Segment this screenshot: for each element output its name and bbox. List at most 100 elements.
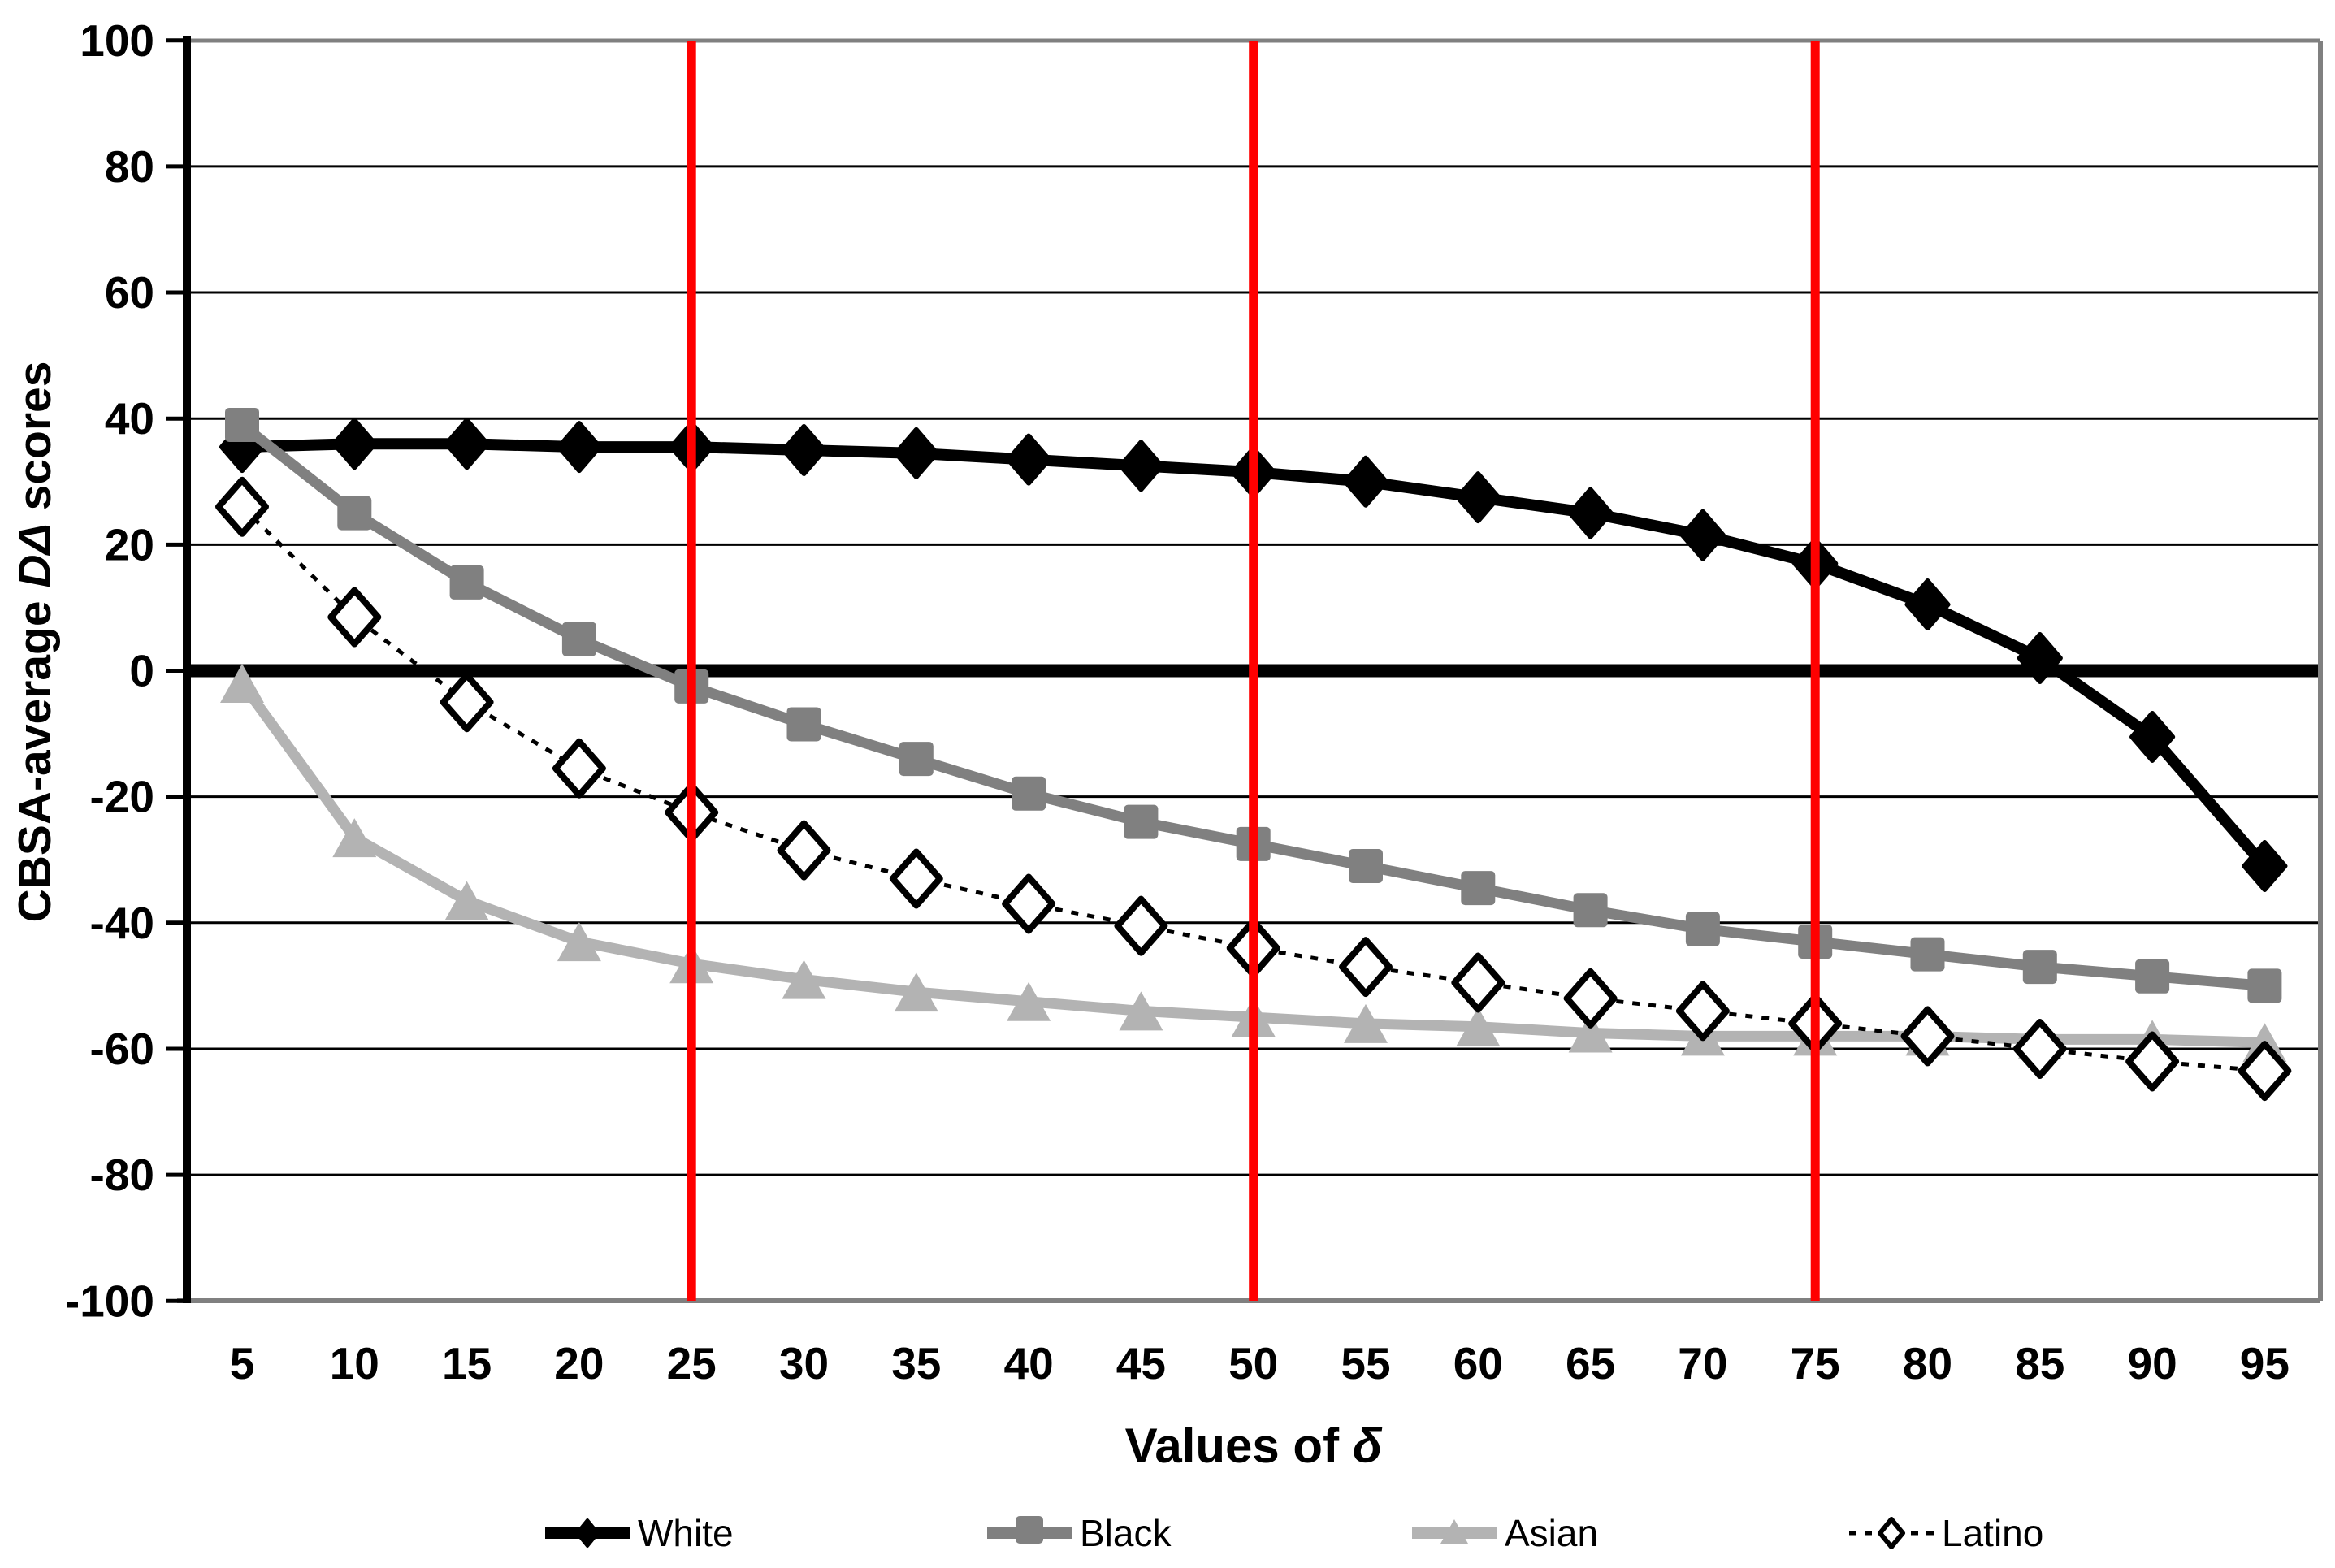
marker-white-x85 [2017,631,2063,684]
y-tick-label--60: -60 [90,1024,155,1074]
y-axis-title: CBSA-average DΔ scores [9,362,61,923]
marker-latino-x85 [2012,1018,2067,1079]
legend-label-black: Black [1080,1512,1172,1554]
marker-black-x95 [2247,968,2282,1003]
marker-latino-x70 [1675,981,1730,1042]
marker-latino-x35 [889,848,943,909]
y-tick-label--40: -40 [90,898,155,948]
marker-asian-x65 [1568,1013,1613,1053]
marker-white-x30 [781,423,827,476]
legend-marker-asian [1440,1519,1468,1544]
x-tick-label-40: 40 [1004,1338,1054,1388]
marker-latino-x5 [215,476,269,537]
x-tick-label-75: 75 [1791,1338,1840,1388]
marker-black-x45 [1124,804,1159,839]
y-tick-label--100: -100 [65,1276,154,1326]
x-tick-label-10: 10 [330,1338,379,1388]
x-tick-label-50: 50 [1228,1338,1278,1388]
y-tick-label-80: 80 [105,141,154,192]
x-tick-label-90: 90 [2128,1338,2177,1388]
legend-marker-black [1016,1516,1043,1544]
marker-latino-x45 [1114,895,1168,956]
y-tick-label--20: -20 [90,772,155,822]
marker-black-x65 [1573,893,1608,928]
axis-labels: 100 80 60 40 20 0 -20 -40 -60 -80 -100 5 10 15 20 25 30 3… [65,15,2290,1388]
x-tick-label-5: 5 [230,1338,255,1388]
x-tick-label-20: 20 [554,1338,604,1388]
x-tick-label-35: 35 [891,1338,941,1388]
marker-white-x15 [444,418,490,470]
marker-white-x40 [1006,433,1052,486]
marker-latino-x65 [1563,968,1618,1029]
marker-asian-x35 [894,972,938,1012]
marker-black-x40 [1012,776,1046,811]
marker-black-x90 [2135,959,2170,994]
series-latino [215,476,2292,1102]
x-tick-label-65: 65 [1566,1338,1615,1388]
marker-white-x20 [556,421,602,474]
marker-white-x95 [2242,839,2288,892]
legend-marker-latino [1878,1517,1905,1549]
marker-latino-x90 [2125,1031,2180,1092]
marker-black-x85 [2022,950,2057,985]
marker-white-x10 [331,418,378,470]
marker-latino-x95 [2238,1041,2292,1102]
marker-asian-x45 [1119,991,1163,1031]
x-tick-label-30: 30 [779,1338,829,1388]
marker-white-x55 [1343,455,1388,508]
marker-white-x80 [1904,578,1951,631]
y-axis [166,36,191,1303]
marker-latino-x80 [1900,1006,1955,1067]
y-tick-label-100: 100 [80,15,154,66]
marker-latino-x30 [777,820,831,881]
legend: White Black Asian Latino [545,1512,2043,1554]
marker-black-x35 [899,742,934,777]
marker-asian-x60 [1456,1007,1501,1046]
x-axis-title: Values of δ [1125,1419,1383,1473]
marker-white-x60 [1455,471,1501,524]
legend-item-asian: Asian [1412,1512,1598,1554]
marker-white-x35 [893,427,939,479]
x-tick-label-60: 60 [1453,1338,1503,1388]
marker-asian-x15 [444,881,489,920]
marker-latino-x60 [1451,952,1505,1013]
marker-asian-x20 [557,922,601,962]
legend-item-white: White [545,1512,734,1554]
marker-latino-x40 [1002,873,1056,934]
x-tick-label-95: 95 [2240,1338,2290,1388]
marker-white-x65 [1567,487,1614,539]
x-tick-label-15: 15 [442,1338,492,1388]
marker-black-x20 [561,622,596,656]
marker-black-x80 [1910,937,1945,972]
x-tick-label-70: 70 [1678,1338,1727,1388]
marker-latino-x10 [327,587,382,648]
legend-label-asian: Asian [1505,1512,1598,1554]
x-tick-label-85: 85 [2015,1338,2064,1388]
marker-white-x70 [1679,509,1726,561]
marker-black-x60 [1461,871,1496,906]
marker-white-x90 [2129,710,2176,763]
x-tick-label-80: 80 [1903,1338,1952,1388]
y-tick-label-20: 20 [105,519,154,570]
marker-black-x55 [1349,848,1383,883]
marker-asian-x40 [1007,981,1051,1021]
marker-white-x45 [1118,440,1164,492]
x-tick-label-45: 45 [1116,1338,1166,1388]
marker-latino-x55 [1339,937,1393,998]
reference-vlines [687,41,1820,1301]
y-tick-label-40: 40 [105,393,154,444]
legend-marker-white [575,1518,600,1548]
legend-item-black: Black [987,1512,1172,1554]
legend-label-latino: Latino [1942,1512,2043,1554]
marker-black-x70 [1685,912,1720,946]
marker-black-x10 [337,496,372,531]
marker-asian-x10 [332,818,377,858]
y-tick-label-0: 0 [129,646,154,696]
marker-black-x5 [225,407,259,442]
marker-latino-x15 [440,672,494,733]
y-tick-label--80: -80 [90,1150,155,1200]
marker-latino-x20 [552,738,606,799]
x-tick-label-25: 25 [667,1338,717,1388]
